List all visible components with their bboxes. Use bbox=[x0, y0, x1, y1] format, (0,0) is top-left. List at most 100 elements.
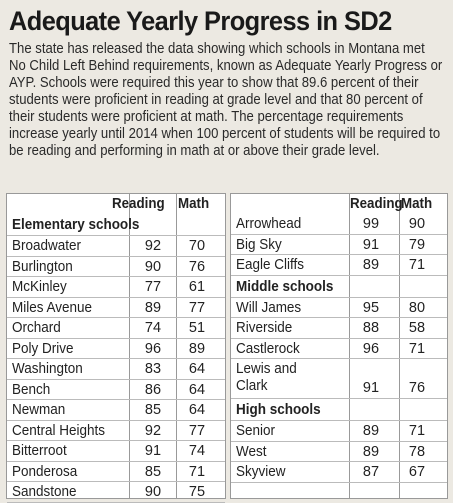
math-value: 89 bbox=[188, 340, 206, 357]
section-middle: Middle schools bbox=[231, 276, 447, 298]
right-divider-math bbox=[399, 194, 400, 498]
school-name: Sandstone bbox=[12, 484, 77, 500]
reading-value: 87 bbox=[362, 464, 380, 480]
table-row: Skyview 87 67 bbox=[231, 462, 447, 483]
reading-value: 88 bbox=[362, 320, 380, 336]
reading-value: 74 bbox=[144, 320, 162, 336]
section-high: High schools bbox=[231, 399, 447, 421]
left-header-math: Math bbox=[178, 196, 210, 212]
right-table: Reading Math Arrowhead 99 90 Big Sky 91 79 Eag… bbox=[230, 193, 448, 499]
math-value: 58 bbox=[408, 320, 426, 336]
headline: Adequate Yearly Progress in SD2 bbox=[9, 6, 392, 36]
math-value: 77 bbox=[188, 299, 206, 316]
right-header-math: Math bbox=[401, 196, 433, 212]
school-name: Arrowhead bbox=[236, 216, 302, 232]
right-header-reading: Reading bbox=[350, 196, 403, 212]
table-row: Ponderosa 85 71 bbox=[7, 462, 225, 482]
reading-value: 89 bbox=[362, 257, 380, 273]
math-value: 64 bbox=[188, 402, 206, 418]
table-row: West 89 78 bbox=[231, 442, 447, 462]
left-rows: Elementary schools Broadwater 92 70 Burling… bbox=[7, 214, 225, 503]
math-value: 61 bbox=[188, 279, 206, 295]
math-value: 71 bbox=[408, 257, 426, 273]
table-row: Broadwater 92 70 bbox=[7, 236, 225, 257]
math-value: 76 bbox=[188, 258, 206, 275]
section-elementary: Elementary schools bbox=[7, 214, 225, 236]
school-name: Burlington bbox=[12, 258, 73, 275]
reading-value: 91 bbox=[362, 380, 380, 396]
table-row: Riverside 88 58 bbox=[231, 318, 447, 339]
reading-value: 85 bbox=[144, 402, 162, 418]
school-name: Bitterroot bbox=[12, 443, 67, 459]
school-name: Central Heights bbox=[12, 422, 105, 439]
reading-value: 96 bbox=[144, 340, 162, 357]
table-row: Burlington 90 76 bbox=[7, 257, 225, 277]
school-name: Broadwater bbox=[12, 238, 81, 254]
math-value: 71 bbox=[188, 463, 206, 480]
table-row: Poly Drive 96 89 bbox=[7, 339, 225, 359]
left-table: Reading Math Elementary schools Broadwat… bbox=[6, 193, 226, 503]
table-row: Central Heights 92 77 bbox=[7, 421, 225, 441]
left-header-reading: Reading bbox=[112, 196, 165, 212]
table-row: Arrowhead 99 90 bbox=[231, 214, 447, 235]
reading-value: 89 bbox=[362, 443, 380, 460]
left-divider-reading bbox=[129, 194, 130, 498]
table-row: Will James 95 80 bbox=[231, 298, 447, 318]
math-value: 74 bbox=[188, 443, 206, 459]
table-row: McKinley 77 61 bbox=[7, 277, 225, 298]
school-name: Poly Drive bbox=[12, 340, 74, 357]
reading-value: 99 bbox=[362, 216, 380, 232]
school-name: Washington bbox=[12, 361, 83, 377]
school-name: Castlerock bbox=[236, 340, 300, 357]
school-name: Newman bbox=[12, 402, 66, 418]
math-value: 80 bbox=[408, 299, 426, 316]
school-name: Lewis and Clark bbox=[236, 361, 297, 394]
reading-value: 89 bbox=[144, 299, 162, 316]
math-value: 64 bbox=[188, 381, 206, 398]
math-value: 70 bbox=[188, 238, 206, 254]
math-value: 71 bbox=[408, 423, 426, 439]
reading-value: 92 bbox=[144, 422, 162, 439]
school-name: Senior bbox=[236, 423, 275, 439]
table-row: Miles Avenue 89 77 bbox=[7, 298, 225, 318]
math-value: 77 bbox=[188, 422, 206, 439]
intro-paragraph: The state has released the data showing … bbox=[9, 41, 443, 159]
table-row: Big Sky 91 79 bbox=[231, 235, 447, 255]
reading-value: 92 bbox=[144, 238, 162, 254]
reading-value: 89 bbox=[362, 423, 380, 439]
table-row: Lewis and Clark 91 76 bbox=[231, 359, 447, 399]
school-name: Bench bbox=[12, 381, 51, 398]
table-row: Bitterroot 91 74 bbox=[7, 441, 225, 462]
math-value: 76 bbox=[408, 380, 426, 396]
math-value: 78 bbox=[408, 443, 426, 460]
reading-value: 91 bbox=[362, 236, 380, 253]
left-divider-math bbox=[176, 194, 177, 498]
reading-value: 96 bbox=[362, 340, 380, 357]
reading-value: 77 bbox=[144, 279, 162, 295]
reading-value: 91 bbox=[144, 443, 162, 459]
table-row: Newman 85 64 bbox=[7, 400, 225, 421]
table-row: Washington 83 64 bbox=[7, 359, 225, 380]
table-row: Castlerock 96 71 bbox=[231, 339, 447, 359]
math-value: 79 bbox=[408, 236, 426, 253]
right-rows: Arrowhead 99 90 Big Sky 91 79 Eagle Cliffs 89 71… bbox=[231, 214, 447, 483]
math-value: 71 bbox=[408, 340, 426, 357]
right-divider-reading bbox=[349, 194, 350, 498]
reading-value: 90 bbox=[144, 258, 162, 275]
table-row: Eagle Cliffs 89 71 bbox=[231, 255, 447, 276]
school-name: Eagle Cliffs bbox=[236, 257, 304, 273]
tables-area: Reading Math Elementary schools Broadwat… bbox=[6, 193, 448, 503]
table-row: Orchard 74 51 bbox=[7, 318, 225, 339]
school-name: Riverside bbox=[236, 320, 293, 336]
math-value: 90 bbox=[408, 216, 426, 232]
reading-value: 86 bbox=[144, 381, 162, 398]
reading-value: 83 bbox=[144, 361, 162, 377]
table-row: Sandstone 90 75 bbox=[7, 482, 225, 503]
school-name: West bbox=[236, 443, 267, 460]
reading-value: 95 bbox=[362, 299, 380, 316]
school-name: Ponderosa bbox=[12, 463, 78, 480]
reading-value: 85 bbox=[144, 463, 162, 480]
school-name: Miles Avenue bbox=[12, 299, 92, 316]
school-name: McKinley bbox=[12, 279, 67, 295]
